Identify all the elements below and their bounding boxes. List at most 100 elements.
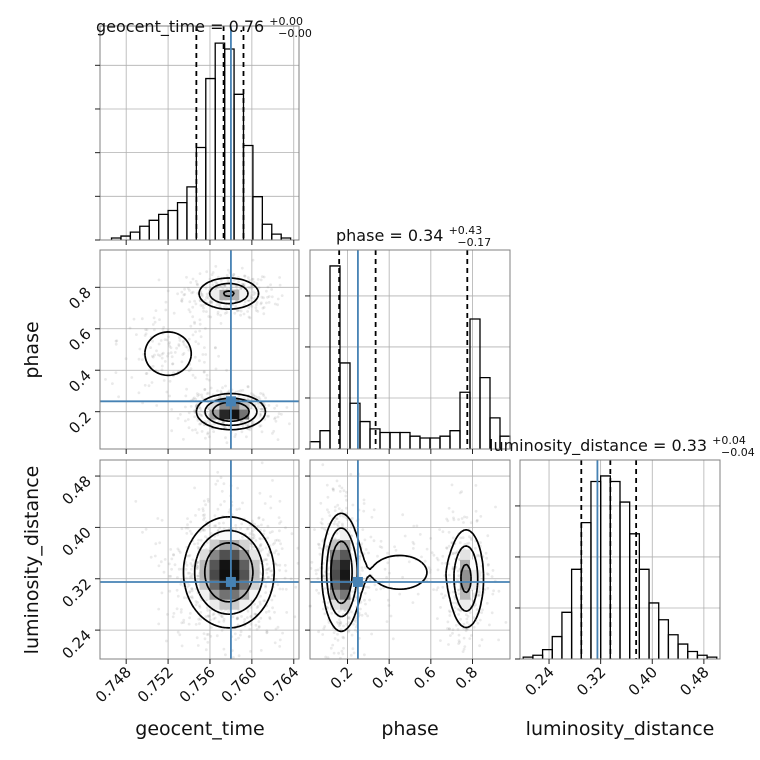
sample-point	[223, 284, 227, 288]
sample-point	[447, 573, 451, 577]
sample-point	[378, 545, 382, 548]
sample-point	[261, 548, 264, 551]
sample-point	[389, 614, 393, 618]
density-cell	[340, 599, 351, 610]
sample-point	[223, 305, 226, 309]
sample-point	[350, 633, 354, 637]
sample-point	[262, 306, 266, 309]
hist-bar-luminosity-distance	[706, 656, 718, 659]
sample-point	[168, 589, 172, 593]
sample-point	[198, 322, 202, 326]
sample-point	[147, 384, 151, 388]
sample-point	[487, 563, 490, 566]
sample-point	[190, 595, 194, 598]
sample-point	[185, 585, 189, 589]
sample-point	[203, 388, 207, 391]
sample-point	[206, 419, 210, 423]
sample-point	[476, 621, 480, 625]
sample-point	[345, 622, 349, 626]
sample-point	[198, 318, 202, 322]
x-tick-label-geocent-time: 0.756	[176, 663, 219, 706]
sample-point	[214, 346, 217, 349]
hist-bar-phase	[339, 362, 351, 449]
sample-point	[208, 615, 211, 618]
sample-point	[182, 618, 186, 622]
sample-point	[260, 407, 264, 411]
sample-point	[187, 348, 191, 352]
sample-point	[175, 346, 179, 350]
hist-bar-geocent-time	[280, 237, 292, 240]
sample-point	[195, 636, 199, 640]
sample-point	[349, 472, 353, 476]
sample-point	[163, 338, 167, 341]
sample-point	[270, 288, 273, 291]
sample-point	[160, 356, 164, 360]
sample-point	[468, 611, 472, 614]
sample-point	[199, 335, 203, 339]
sample-point	[168, 574, 171, 578]
sample-point	[226, 278, 230, 282]
sample-point	[168, 379, 172, 383]
sample-point	[368, 577, 371, 581]
sample-point	[236, 623, 240, 627]
sample-point	[363, 598, 366, 602]
panel-frame	[309, 249, 511, 450]
sample-point	[260, 295, 264, 299]
sample-point	[234, 284, 238, 288]
sample-point	[259, 424, 263, 428]
sample-point	[144, 332, 148, 336]
sample-point	[458, 640, 461, 644]
sample-point	[232, 272, 236, 276]
sample-point	[150, 381, 154, 384]
sample-point	[206, 641, 210, 644]
sample-point	[383, 567, 387, 571]
sample-point	[204, 535, 207, 538]
sample-point	[171, 362, 175, 366]
phase-title: phase = 0.34 +0.43 −0.17	[336, 219, 491, 249]
sample-point	[211, 613, 215, 617]
sample-point	[169, 574, 173, 578]
density-cell	[249, 549, 260, 560]
sample-point	[320, 526, 324, 530]
sample-point	[407, 560, 411, 564]
sample-point	[196, 283, 199, 287]
sample-point	[132, 317, 136, 321]
sample-point	[453, 551, 457, 555]
y-tick-label-luminosity-distance: 0.48	[58, 472, 94, 508]
sample-point	[249, 542, 253, 545]
sample-point	[186, 517, 189, 520]
sample-point	[476, 553, 479, 557]
sample-point	[191, 277, 195, 281]
sample-point	[176, 594, 180, 598]
sample-point	[341, 652, 345, 656]
sample-point	[347, 621, 351, 624]
sample-point	[264, 610, 268, 614]
density-cell	[460, 599, 471, 610]
density-cell	[229, 549, 240, 560]
density-cell	[219, 399, 230, 410]
sample-point	[453, 606, 457, 609]
sample-point	[479, 541, 482, 544]
sample-point	[464, 613, 468, 617]
sample-point	[242, 312, 246, 316]
sample-point	[249, 650, 252, 653]
sample-point	[277, 539, 281, 543]
sample-point	[455, 550, 459, 554]
sample-point	[217, 396, 221, 399]
sample-point	[318, 546, 321, 550]
x-tick-label-geocent-time: 0.760	[218, 663, 261, 706]
sample-point	[193, 376, 197, 380]
sample-point	[451, 510, 455, 514]
sample-point	[432, 553, 436, 557]
sample-point	[327, 559, 331, 562]
sample-point	[203, 360, 206, 364]
sample-point	[161, 351, 165, 355]
sample-point	[184, 526, 188, 530]
sample-point	[188, 289, 191, 292]
sample-point	[264, 558, 268, 561]
hist-bar-phase	[419, 437, 431, 449]
sample-point	[207, 315, 211, 318]
sample-point	[268, 531, 272, 534]
sample-point	[326, 656, 330, 660]
sample-point	[235, 309, 239, 313]
